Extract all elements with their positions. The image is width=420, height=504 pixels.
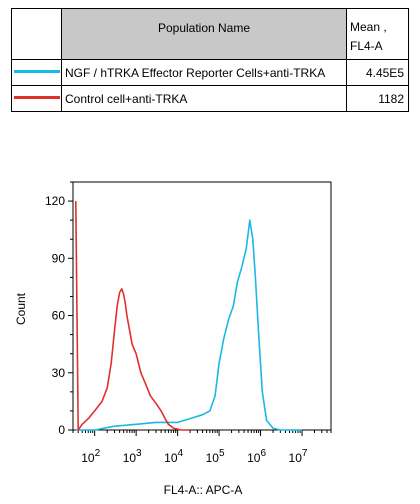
y-tick-label: 30 xyxy=(52,366,66,380)
x-tick-label: 103 xyxy=(123,448,142,465)
mean-header: Mean , FL4-A xyxy=(346,8,409,60)
y-tick-label: 60 xyxy=(52,309,66,323)
x-tick-label: 104 xyxy=(164,448,183,465)
row-2-name: Control cell+anti-TRKA xyxy=(65,92,188,106)
x-tick-label: 102 xyxy=(81,448,100,465)
x-axis-label: FL4-A:: APC-A xyxy=(164,483,243,497)
row-2-value-cell: 1182 xyxy=(346,85,409,112)
x-tick-label: 106 xyxy=(247,448,266,465)
mean-header-line2: FL4-A xyxy=(350,39,383,53)
y-tick-label: 120 xyxy=(45,194,65,208)
row-1-value: 4.45E5 xyxy=(365,66,404,80)
row-2-value: 1182 xyxy=(378,92,404,106)
y-axis-label: Count xyxy=(14,292,28,325)
series-control-cell-line xyxy=(75,201,191,431)
row-1-name: NGF / hTRKA Effector Reporter Cells+anti… xyxy=(65,66,326,80)
y-tick-label: 0 xyxy=(58,423,65,437)
population-table: Population Name Mean , FL4-A NGF / hTRKA… xyxy=(11,8,409,112)
row-2-swatch xyxy=(14,96,60,99)
row-1-swatch xyxy=(14,70,60,73)
x-tick-label: 107 xyxy=(289,448,308,465)
plot-area-frame xyxy=(72,181,332,431)
y-tick-label: 90 xyxy=(52,251,66,265)
series-reporter-cells-line xyxy=(75,219,302,431)
x-tick-label: 105 xyxy=(206,448,225,465)
population-name-header-label: Population Name xyxy=(157,21,251,35)
mean-header-line1: Mean , xyxy=(350,20,387,34)
